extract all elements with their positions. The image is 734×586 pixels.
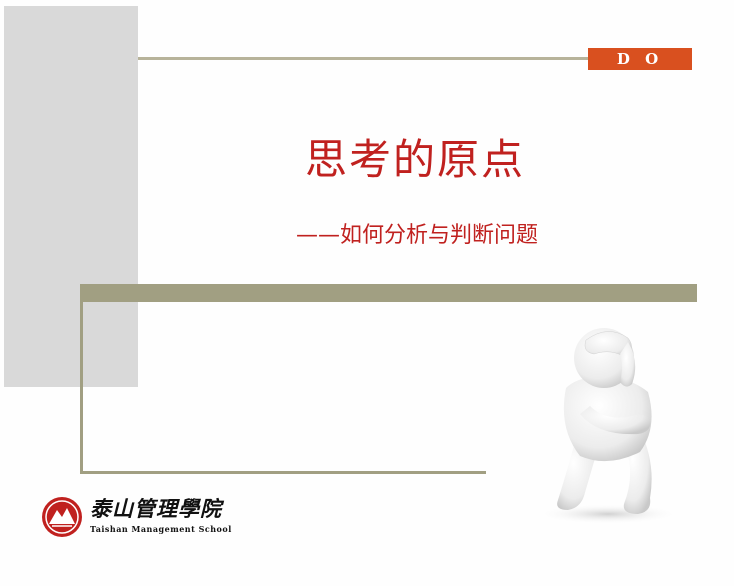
slide-title: 思考的原点	[304, 135, 525, 184]
decorative-gray-block	[4, 6, 138, 387]
slide-subtitle: ——如何分析与判断问题	[296, 223, 539, 248]
olive-band	[80, 284, 697, 302]
section-badge: D O	[588, 48, 692, 70]
thinking-person-figure	[536, 328, 680, 524]
taishan-logo-icon	[42, 497, 82, 537]
frame-bottom-line	[80, 471, 486, 474]
frame-left-line	[80, 284, 83, 474]
school-logo: 泰山管理學院 Taishan Management School	[40, 495, 280, 539]
school-name-en: Taishan Management School	[90, 524, 232, 534]
school-name-cn: 泰山管理學院	[90, 496, 222, 521]
top-divider-line	[138, 57, 588, 60]
